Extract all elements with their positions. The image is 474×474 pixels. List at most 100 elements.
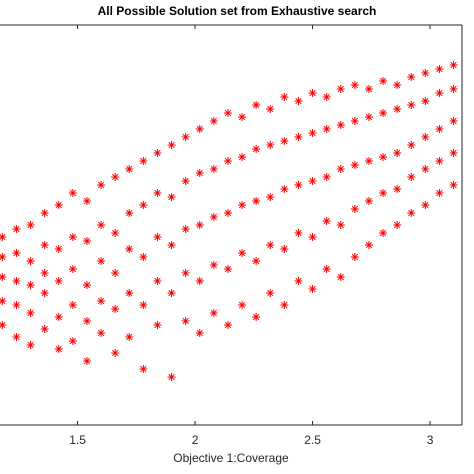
x-axis-label: Objective 1:Coverage [173, 451, 289, 465]
point [238, 301, 247, 309]
point [209, 165, 218, 173]
point [40, 241, 49, 249]
point [195, 125, 204, 133]
point [153, 321, 162, 329]
point [336, 121, 345, 129]
point [435, 125, 444, 133]
point [364, 157, 373, 165]
point [12, 225, 21, 233]
point [111, 269, 120, 277]
point [82, 357, 91, 365]
point [12, 333, 21, 341]
point [223, 157, 232, 165]
point [0, 297, 7, 305]
point [209, 309, 218, 317]
point [407, 101, 416, 109]
point [97, 181, 106, 189]
point [40, 269, 49, 277]
point [308, 129, 317, 137]
point [111, 229, 120, 237]
point [252, 101, 261, 109]
point [167, 241, 176, 249]
point [435, 157, 444, 165]
point [449, 181, 458, 189]
point [421, 97, 430, 105]
point [322, 217, 331, 225]
point [167, 289, 176, 297]
point [421, 201, 430, 209]
point [223, 265, 232, 273]
point [195, 329, 204, 337]
point [97, 329, 106, 337]
point [393, 185, 402, 193]
point [26, 341, 35, 349]
point [294, 181, 303, 189]
point [82, 237, 91, 245]
point [82, 317, 91, 325]
point [68, 337, 77, 345]
point [12, 249, 21, 257]
point [209, 117, 218, 125]
point [209, 213, 218, 221]
point [209, 261, 218, 269]
point [322, 265, 331, 273]
point [350, 161, 359, 169]
point [139, 157, 148, 165]
point [167, 141, 176, 149]
point [223, 209, 232, 217]
x-tick-label: 2.5 [304, 433, 321, 447]
point [336, 273, 345, 281]
point [294, 97, 303, 105]
point [379, 189, 388, 197]
point [266, 141, 275, 149]
point [238, 249, 247, 257]
point [280, 301, 289, 309]
point [181, 317, 190, 325]
point [223, 109, 232, 117]
point [26, 257, 35, 265]
point [153, 233, 162, 241]
point [125, 245, 134, 253]
point [421, 133, 430, 141]
point [280, 245, 289, 253]
point [54, 345, 63, 353]
point [54, 277, 63, 285]
point [68, 189, 77, 197]
point [82, 197, 91, 205]
point [195, 169, 204, 177]
point [125, 165, 134, 173]
point [364, 113, 373, 121]
point [364, 241, 373, 249]
point [111, 305, 120, 313]
point [252, 313, 261, 321]
point [266, 241, 275, 249]
point [350, 205, 359, 213]
point [111, 173, 120, 181]
point [12, 301, 21, 309]
point [0, 321, 7, 329]
point [181, 269, 190, 277]
point [393, 81, 402, 89]
point [238, 113, 247, 121]
point [421, 69, 430, 77]
point [153, 189, 162, 197]
point [364, 85, 373, 93]
point [322, 93, 331, 101]
x-tick-label: 3 [427, 433, 434, 447]
point [97, 297, 106, 305]
point [449, 149, 458, 157]
point [435, 89, 444, 97]
point [280, 93, 289, 101]
point [280, 185, 289, 193]
point [379, 109, 388, 117]
point [350, 253, 359, 261]
point [139, 201, 148, 209]
point [54, 201, 63, 209]
point [153, 149, 162, 157]
point [97, 257, 106, 265]
point [379, 229, 388, 237]
point [449, 85, 458, 93]
point [252, 197, 261, 205]
point [181, 225, 190, 233]
